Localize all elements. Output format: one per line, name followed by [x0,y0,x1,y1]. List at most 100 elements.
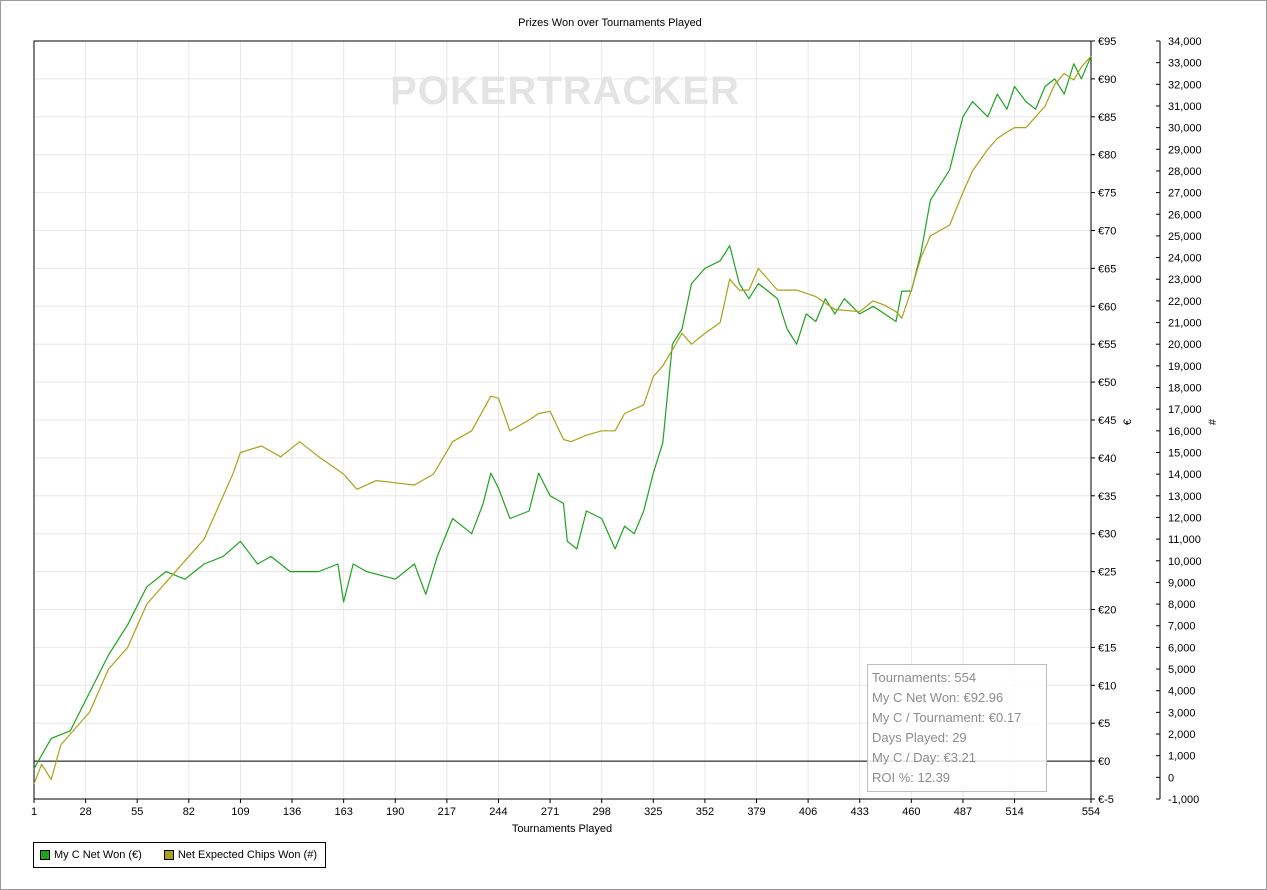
x-tick-label: 244 [489,806,507,818]
y-right-tick-label: 9,000 [1168,577,1196,589]
y-left-tick-label: €45 [1098,415,1116,427]
y-right-tick-label: 33,000 [1168,58,1202,70]
y-right-tick-label: 15,000 [1168,447,1202,459]
x-tick-label: 379 [747,806,765,818]
y-right-tick-label: 13,000 [1168,491,1202,503]
y-right-tick-label: 4,000 [1168,686,1196,698]
y-right-tick-label: 30,000 [1168,123,1202,135]
y-left-tick-label: €50 [1098,377,1116,389]
stat-days-played: Days Played: 29 [872,730,967,745]
y-right-tick-label: -1,000 [1168,794,1199,806]
y-right-tick-label: 21,000 [1168,318,1202,330]
y-right-tick-label: 0 [1168,772,1174,784]
y-right-tick-label: 5,000 [1168,664,1196,676]
y-left-tick-label: €75 [1098,188,1116,200]
legend-swatch-green [40,850,50,860]
y-left-tick-label: €25 [1098,567,1116,579]
x-tick-label: 28 [79,806,91,818]
y-right-tick-label: 6,000 [1168,642,1196,654]
x-tick-label: 109 [231,806,249,818]
y-left-tick-label: €0 [1098,756,1110,768]
y-left-tick-label: €40 [1098,453,1116,465]
y-right-tick-label: 16,000 [1168,426,1202,438]
x-tick-label: 217 [438,806,456,818]
grid [34,41,1091,799]
x-tick-label: 514 [1005,806,1023,818]
x-tick-label: 82 [183,806,195,818]
y-axis-left-label: € [1122,419,1134,425]
y-left-tick-label: €70 [1098,226,1116,238]
y-right-tick-label: 19,000 [1168,361,1202,373]
x-tick-label: 55 [131,806,143,818]
x-tick-label: 190 [386,806,404,818]
stat-tournaments: Tournaments: 554 [872,670,977,685]
y-right-tick-label: 20,000 [1168,339,1202,351]
x-tick-label: 163 [334,806,352,818]
y-right-tick-label: 18,000 [1168,383,1202,395]
legend-item-expected-chips[interactable]: Net Expected Chips Won (#) [163,849,318,861]
x-tick-label: 271 [541,806,559,818]
y-left-tick-label: €90 [1098,74,1116,86]
y-right-tick-label: 31,000 [1168,101,1202,113]
y-left-tick-label: €15 [1098,642,1116,654]
y-left-tick-label: €55 [1098,339,1116,351]
x-axis-label: Tournaments Played [512,823,612,835]
y-left-tick-label: €20 [1098,605,1116,617]
chart-title: Prizes Won over Tournaments Played [518,17,702,29]
y-left-tick-label: €35 [1098,491,1116,503]
series-line-expected-chips [33,55,1092,785]
legend-label-net-won: My C Net Won (€) [54,849,142,861]
y-right-tick-label: 8,000 [1168,599,1196,611]
x-tick-label: 298 [593,806,611,818]
x-tick-label: 1 [31,806,37,818]
y-left-tick-label: €80 [1098,150,1116,162]
stats-box: Tournaments: 554 My C Net Won: €92.96 My… [867,664,1047,792]
y-right-tick-label: 34,000 [1168,36,1202,48]
series-line-net-won [33,55,1092,769]
y-right-tick-label: 28,000 [1168,166,1202,178]
x-tick-label: 406 [799,806,817,818]
legend-item-net-won[interactable]: My C Net Won (€) [40,849,142,861]
y-right-tick-label: 29,000 [1168,144,1202,156]
y-right-tick-label: 1,000 [1168,751,1196,763]
stat-net-won: My C Net Won: €92.96 [872,690,1004,705]
y-right-tick-label: 23,000 [1168,274,1202,286]
y-right-tick-label: 3,000 [1168,707,1196,719]
stat-per-day: My C / Day: €3.21 [872,750,977,765]
y-right-tick-label: 32,000 [1168,79,1202,91]
legend-label-expected-chips: Net Expected Chips Won (#) [177,849,318,861]
legend: My C Net Won (€) Net Expected Chips Won … [33,842,327,868]
y-left-tick-label: €30 [1098,529,1116,541]
stat-roi: ROI %: 12.39 [872,770,951,785]
y-right-tick-label: 14,000 [1168,469,1202,481]
y-right-tick-label: 17,000 [1168,404,1202,416]
axes: 1 28 55 82 109 136 163 190 217 244 271 298 325 352 379… [31,36,1202,818]
x-tick-label: 487 [954,806,972,818]
watermark-logo: POKERTRACKER [390,69,740,113]
y-right-tick-label: 2,000 [1168,729,1196,741]
y-right-tick-label: 12,000 [1168,512,1202,524]
y-left-tick-label: €95 [1098,36,1116,48]
x-tick-label: 136 [283,806,301,818]
y-left-tick-label: €5 [1098,718,1110,730]
y-right-tick-label: 25,000 [1168,231,1202,243]
y-left-tick-label: €65 [1098,263,1116,275]
y-axis-right-label: # [1207,418,1219,425]
x-tick-label: 325 [644,806,662,818]
x-tick-label: 554 [1082,806,1100,818]
y-right-tick-label: 11,000 [1168,534,1201,546]
y-right-tick-label: 7,000 [1168,621,1196,633]
y-right-tick-label: 27,000 [1168,188,1202,200]
y-left-tick-label: €10 [1098,680,1116,692]
x-tick-label: 433 [851,806,869,818]
x-tick-label: 460 [902,806,920,818]
series-group [33,55,1092,785]
y-right-tick-label: 24,000 [1168,253,1202,265]
stat-per-tournament: My C / Tournament: €0.17 [872,710,1022,725]
y-right-tick-label: 26,000 [1168,209,1202,221]
y-right-tick-label: 10,000 [1168,556,1202,568]
y-right-tick-label: 22,000 [1168,296,1202,308]
legend-swatch-olive [163,850,174,860]
